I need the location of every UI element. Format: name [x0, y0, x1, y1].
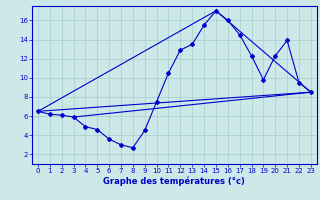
X-axis label: Graphe des températures (°c): Graphe des températures (°c) [103, 177, 245, 186]
